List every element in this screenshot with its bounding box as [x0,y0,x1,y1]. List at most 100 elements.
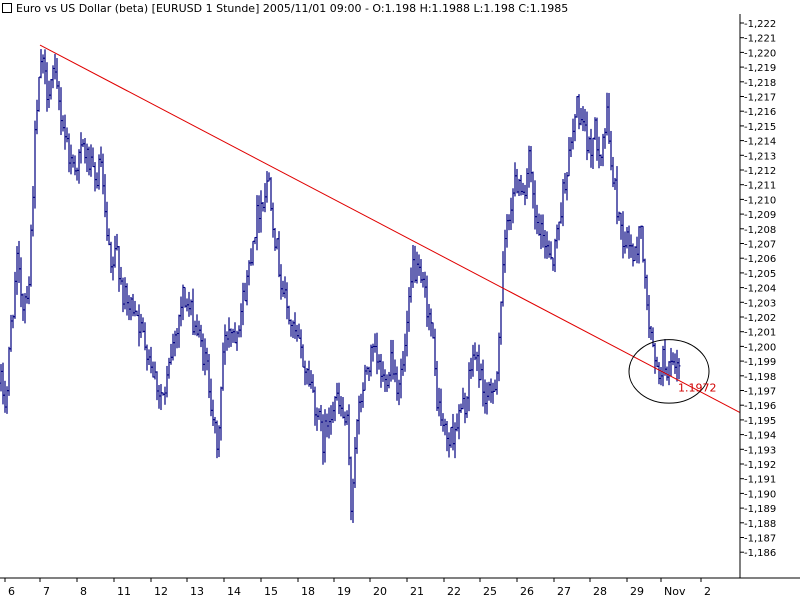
price-bar [165,365,169,398]
price-bar [595,117,599,161]
price-bar [653,342,657,374]
price-bar [263,183,267,213]
y-tick-label: -1,214 [744,137,776,148]
price-bar [529,146,533,183]
price-bar [169,343,173,365]
x-tick-label: 27 [557,585,571,598]
x-tick-label: 18 [301,585,315,598]
highlight-circle[interactable] [628,339,710,404]
price-bar [647,295,651,338]
y-tick-label: -1,203 [744,298,776,309]
price-bar [549,241,553,260]
price-bar [657,362,661,385]
price-bar [431,322,435,339]
price-bar [365,366,369,375]
price-bar [531,171,535,209]
price-bar [619,212,623,240]
price-bar [353,436,357,488]
price-bar [591,137,595,169]
price-bar [153,361,157,380]
price-bar [89,144,93,177]
price-bar [501,251,505,307]
price-bar [55,58,59,89]
y-tick-label: -1,192 [744,460,776,471]
price-bar [39,49,43,79]
price-bar [251,240,255,266]
trendline[interactable] [39,44,741,413]
x-tick-label: 8 [80,585,87,598]
price-bar [363,364,367,391]
price-bar [513,162,517,197]
price-bar [525,168,529,199]
price-bar [91,147,95,168]
price-bar [269,177,273,211]
price-bar [319,404,323,432]
price-bar [673,353,677,374]
price-bar [265,171,269,203]
price-bar [535,204,539,235]
price-bar [583,108,587,132]
price-bar [145,344,149,371]
x-tick-label: 19 [337,585,351,598]
price-bar [349,456,353,521]
price-bar [163,386,167,405]
price-bar [283,276,287,299]
price-bar [669,347,673,377]
price-bar [477,344,481,388]
price-bar [123,277,127,310]
price-bar [533,180,537,230]
price-bar [463,392,467,424]
price-bar [259,190,263,233]
y-tick-label: -1,200 [744,342,776,353]
price-bar [519,174,523,196]
price-bar [607,92,611,144]
price-bar [545,231,549,259]
y-tick-label: -1,211 [744,181,776,192]
price-bar [219,386,223,441]
price-bar [563,172,567,194]
price-bar [449,426,453,448]
price-bar [79,132,83,164]
y-tick-label: -1,195 [744,416,776,427]
price-bar [643,258,647,289]
price-bar [471,344,475,377]
price-bar [217,425,221,458]
price-bar [377,354,381,370]
price-bar [395,366,399,401]
price-bar [361,382,365,408]
price-bar [551,257,555,271]
price-bar [181,284,185,321]
price-bar [3,380,7,413]
x-tick-label: 11 [117,585,131,598]
price-bar [541,214,545,248]
price-bar [337,382,341,415]
price-bar [1,362,5,405]
price-bar [561,179,565,227]
price-bar [667,361,671,386]
price-bar [47,80,51,108]
price-bar [571,118,575,150]
x-tick-label: 13 [190,585,204,598]
price-bar [295,324,299,342]
price-bar [333,396,337,422]
price-bar [167,357,171,379]
chart-title: Euro vs US Dollar (beta) [EURUSD 1 Stund… [2,2,568,15]
price-bar [407,287,411,332]
price-bar [65,127,69,143]
ohlc-bars-group [0,49,681,523]
price-bar [239,303,243,338]
price-bar [481,359,485,407]
price-bar [315,407,319,431]
price-bar [113,235,117,268]
price-bar [325,413,329,438]
price-bar [225,331,229,351]
price-bar [159,384,163,411]
price-bar [479,363,483,381]
price-bar [33,120,37,209]
price-bar [215,420,219,459]
price-bar [373,333,377,353]
price-bar [99,146,103,168]
price-bar [573,114,577,142]
price-bar [201,333,205,371]
price-bar [253,236,257,245]
